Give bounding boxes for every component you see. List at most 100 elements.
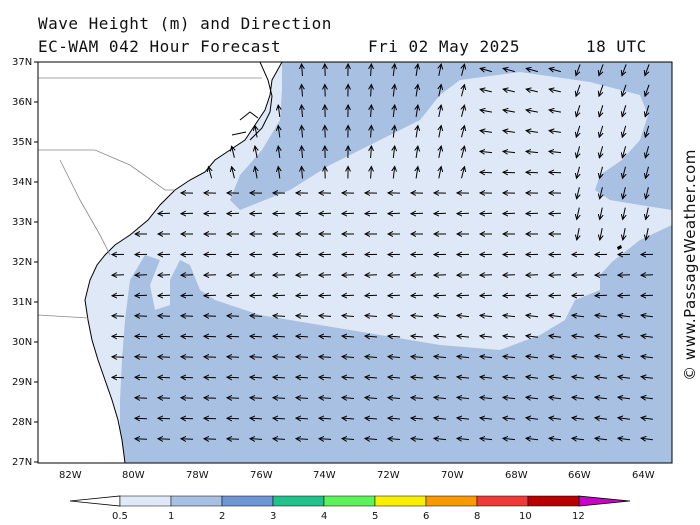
wave-direction-arrow	[577, 207, 580, 220]
sea-band-north	[230, 62, 672, 210]
wave-direction-arrow	[457, 315, 470, 316]
wave-direction-arrow	[646, 228, 648, 240]
wave-direction-arrow	[434, 377, 447, 378]
wave-direction-arrow	[526, 89, 538, 92]
wave-direction-arrow	[416, 126, 418, 138]
wave-direction-arrow	[250, 336, 263, 337]
wave-direction-arrow	[480, 315, 493, 316]
forecast-subtitle: EC-WAM 042 Hour Forecast	[38, 37, 282, 56]
wave-direction-arrow	[296, 398, 309, 399]
wave-direction-arrow	[388, 336, 401, 337]
legend-tick: 4	[321, 511, 327, 522]
wave-direction-arrow	[549, 418, 562, 419]
wave-direction-arrow	[549, 110, 561, 112]
wave-direction-arrow	[595, 356, 608, 357]
wave-direction-arrow	[393, 146, 394, 159]
wave-direction-arrow	[227, 357, 240, 358]
wave-direction-arrow	[503, 336, 516, 337]
wave-direction-arrow	[204, 439, 217, 440]
wave-direction-arrow	[319, 295, 332, 296]
wave-direction-arrow	[434, 295, 447, 296]
wave-direction-arrow	[503, 89, 515, 92]
wave-direction-arrow	[641, 336, 653, 338]
wave-direction-arrow	[599, 84, 604, 96]
wave-direction-arrow	[572, 377, 585, 378]
wave-direction-arrow	[232, 146, 235, 158]
wave-direction-arrow	[622, 105, 626, 116]
wave-direction-arrow	[342, 295, 355, 296]
wave-direction-arrow	[296, 439, 309, 440]
forecast-date: Fri 02 May 2025	[368, 37, 520, 56]
wave-direction-arrow	[302, 105, 303, 118]
wave-direction-arrow	[388, 439, 401, 440]
wave-direction-arrow	[204, 316, 217, 317]
wave-direction-arrow	[622, 84, 627, 96]
wave-direction-arrow	[227, 418, 240, 419]
wave-direction-arrow	[365, 377, 378, 378]
lat-label: 34N	[12, 177, 32, 188]
wave-direction-arrow	[439, 146, 441, 158]
wave-direction-arrow	[576, 105, 580, 116]
wave-direction-arrow	[342, 377, 355, 378]
wave-direction-arrow	[296, 377, 309, 378]
wave-direction-arrow	[480, 377, 493, 378]
wave-direction-arrow	[411, 336, 424, 337]
state-border-ga-fl	[38, 314, 89, 319]
wave-direction-arrow	[158, 295, 171, 296]
wave-direction-arrow	[302, 146, 303, 159]
wave-direction-arrow	[457, 397, 470, 398]
legend-tick: 0.5	[112, 511, 128, 522]
lon-label: 78W	[186, 470, 209, 481]
wave-direction-arrow	[365, 295, 378, 296]
wave-direction-arrow	[599, 125, 602, 137]
wave-direction-arrow	[434, 438, 447, 439]
wave-direction-arrow	[549, 356, 562, 357]
outer-banks	[231, 62, 273, 141]
wave-direction-arrow	[227, 398, 240, 399]
wave-direction-arrow	[618, 397, 631, 399]
wave-direction-arrow	[273, 377, 286, 378]
wave-direction-arrow	[595, 438, 608, 439]
lon-label: 76W	[250, 470, 273, 481]
forecast-time: 18 UTC	[586, 37, 647, 56]
wave-direction-arrow	[503, 356, 516, 357]
wave-direction-arrow	[439, 105, 441, 117]
wave-direction-arrow	[158, 357, 171, 358]
wave-direction-arrow	[411, 398, 424, 399]
wave-direction-arrow	[641, 377, 653, 379]
wave-direction-arrow	[595, 336, 608, 337]
wave-direction-arrow	[600, 207, 603, 220]
wave-direction-arrow	[181, 336, 194, 337]
wave-direction-arrow	[135, 357, 148, 358]
wave-direction-arrow	[393, 85, 394, 97]
wave-direction-arrow	[595, 315, 608, 316]
wave-direction-arrow	[526, 356, 539, 357]
lon-label: 70W	[441, 470, 464, 481]
wave-direction-arrow	[434, 356, 447, 357]
wave-direction-arrow	[618, 336, 631, 338]
lat-label: 30N	[12, 337, 32, 348]
wave-direction-arrow	[227, 439, 240, 440]
wave-direction-arrow	[227, 295, 240, 296]
wave-direction-arrow	[641, 438, 653, 440]
lon-label: 72W	[377, 470, 400, 481]
wave-direction-arrow	[526, 172, 539, 173]
wave-direction-arrow	[255, 167, 257, 179]
wave-direction-arrow	[342, 316, 355, 317]
wave-direction-arrow	[623, 228, 625, 240]
legend-arrow-high	[578, 495, 631, 507]
wave-direction-arrow	[526, 315, 539, 316]
wave-direction-arrow	[319, 316, 332, 317]
wave-direction-arrow	[618, 377, 631, 379]
wave-direction-arrow	[572, 397, 585, 398]
wave-direction-arrow	[480, 295, 493, 296]
wave-direction-arrow	[204, 398, 217, 399]
wave-direction-arrow	[365, 398, 378, 399]
wave-direction-arrow	[480, 172, 493, 173]
wave-direction-arrow	[503, 172, 516, 173]
wave-direction-arrow	[158, 439, 171, 440]
wave-direction-arrow	[393, 64, 394, 77]
wave-direction-arrow	[641, 397, 653, 399]
wave-direction-arrow	[342, 418, 355, 419]
